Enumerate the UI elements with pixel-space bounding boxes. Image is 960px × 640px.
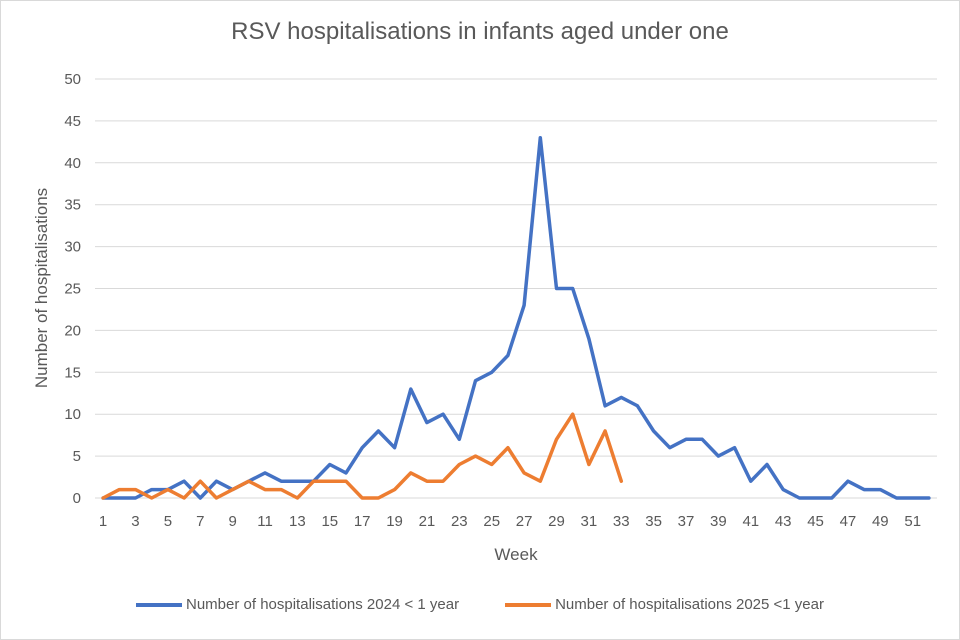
y-tick-label: 20 [64,322,81,339]
legend-swatch-2024 [136,602,182,607]
x-tick-label: 19 [386,513,403,530]
x-tick-label: 47 [840,513,857,530]
y-axis-title: Number of hospitalisations [32,188,51,388]
x-tick-label: 15 [321,513,338,530]
x-tick-label: 43 [775,513,792,530]
legend-label-2025: Number of hospitalisations 2025 <1 year [555,596,824,613]
x-axis-ticks: 1 3 5 7 9 11 13 15 17 19 21 23 25 27 29 31 33 35 37 39 41 43 4… [99,513,921,530]
y-tick-label: 0 [73,490,81,507]
x-tick-label: 25 [483,513,500,530]
x-tick-label: 1 [99,513,107,530]
x-tick-label: 39 [710,513,727,530]
x-tick-label: 9 [228,513,236,530]
series-line-1 [101,412,624,500]
x-tick-label: 29 [548,513,565,530]
legend: Number of hospitalisations 2024 < 1 year… [0,596,960,613]
y-tick-label: 40 [64,155,81,172]
y-tick-label: 45 [64,113,81,130]
y-tick-label: 10 [64,406,81,423]
chart-title: RSV hospitalisations in infants aged und… [231,18,729,45]
x-tick-label: 17 [354,513,371,530]
x-tick-label: 31 [581,513,598,530]
x-tick-label: 45 [807,513,824,530]
y-axis-ticks: 0 5 10 15 20 25 30 35 40 45 50 [64,71,81,507]
series-line-0 [101,135,931,500]
x-tick-label: 5 [164,513,172,530]
x-tick-label: 33 [613,513,630,530]
x-tick-label: 35 [645,513,662,530]
y-tick-label: 25 [64,281,81,298]
x-tick-label: 27 [516,513,533,530]
x-tick-label: 13 [289,513,306,530]
x-tick-label: 23 [451,513,468,530]
x-tick-label: 11 [257,513,273,530]
series-lines [101,135,931,500]
y-tick-label: 30 [64,239,81,256]
x-tick-label: 41 [742,513,759,530]
x-tick-label: 51 [904,513,921,530]
x-tick-label: 21 [419,513,436,530]
x-tick-label: 7 [196,513,204,530]
x-axis-title: Week [494,545,538,564]
y-tick-label: 35 [64,197,81,214]
legend-swatch-2025 [505,602,552,607]
legend-item-2024: Number of hospitalisations 2024 < 1 year [136,596,459,613]
y-tick-label: 50 [64,71,81,88]
x-tick-label: 49 [872,513,889,530]
y-tick-label: 5 [73,448,81,465]
legend-label-2024: Number of hospitalisations 2024 < 1 year [186,596,460,613]
gridlines [95,78,937,499]
y-tick-label: 15 [64,364,81,381]
legend-item-2025: Number of hospitalisations 2025 <1 year [505,596,824,613]
x-tick-label: 37 [678,513,695,530]
x-tick-label: 3 [131,513,139,530]
